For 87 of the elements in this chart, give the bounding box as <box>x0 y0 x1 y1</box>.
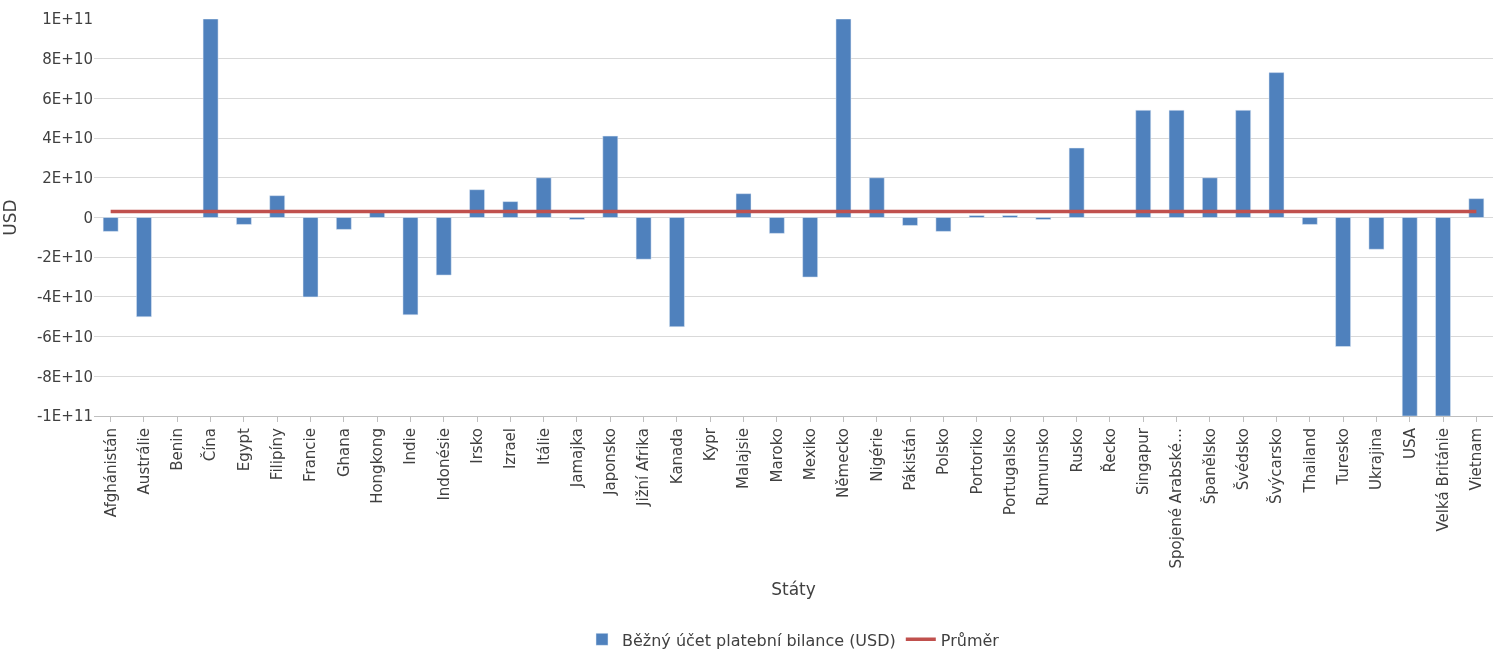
x-tick-label: Polsko <box>934 428 953 475</box>
x-tick-label: Rumunsko <box>1034 428 1053 507</box>
bar <box>1135 110 1151 218</box>
y-tick-label: 8E+10 <box>42 49 93 68</box>
x-tick-label: USA <box>1400 427 1419 460</box>
x-tick-label: Jamajka <box>567 428 586 489</box>
x-tick-label: Ghana <box>334 428 353 478</box>
x-tick-label: Kanada <box>667 428 686 485</box>
bar <box>202 19 219 218</box>
x-tick-label: Francie <box>301 428 320 483</box>
x-tick-label: Čína <box>200 428 220 462</box>
y-tick-label: 0 <box>83 208 93 227</box>
x-tick-label: Izrael <box>501 428 520 470</box>
x-tick-label: Rusko <box>1067 428 1086 473</box>
bar <box>1268 72 1285 218</box>
x-tick-label: Thailand <box>1300 428 1319 494</box>
bar <box>669 217 685 327</box>
x-tick-label: Austrálie <box>134 428 153 495</box>
x-tick-label: Indonésie <box>434 428 453 501</box>
x-tick-label: Řecko <box>1099 428 1119 473</box>
bar <box>302 217 319 298</box>
bar <box>602 135 619 218</box>
y-axis-title: USD <box>0 199 21 236</box>
x-tick-label: Maroko <box>767 428 786 483</box>
x-tick-label: Japonsko <box>601 428 620 496</box>
x-tick-label: Portugalsko <box>1000 428 1019 516</box>
x-tick-label: Afghánistán <box>101 428 120 518</box>
x-tick-label: Pákistán <box>900 428 919 491</box>
x-tick-label: Španělsko <box>1199 428 1219 505</box>
y-tick-label: 2E+10 <box>42 169 93 188</box>
y-tick-label: -6E+10 <box>36 327 93 346</box>
bar <box>835 19 852 218</box>
x-tick-label: Itálie <box>534 428 553 466</box>
x-tick-label: Švýcarsko <box>1266 428 1286 505</box>
x-tick-label: Německo <box>834 428 853 498</box>
x-tick-label: Spojené Arabské… <box>1167 428 1186 569</box>
bar <box>1435 217 1451 416</box>
legend-label: Běžný účet platební bilance (USD) <box>622 630 896 650</box>
x-tick-label: Singapur <box>1134 427 1153 496</box>
bar <box>769 217 785 234</box>
bar <box>336 217 352 230</box>
bar <box>236 217 252 225</box>
bar <box>1168 110 1185 218</box>
y-tick-label: 4E+10 <box>42 129 93 148</box>
bar <box>902 217 918 226</box>
bar <box>1368 217 1385 250</box>
x-tick-label: Malajsie <box>734 428 753 489</box>
x-tick-label: Mexiko <box>801 428 820 481</box>
bar <box>1468 198 1485 218</box>
bar <box>136 217 152 317</box>
y-tick-label: -8E+10 <box>36 367 93 386</box>
x-tick-label: Hongkong <box>368 428 387 504</box>
bar <box>1401 217 1418 416</box>
y-tick-label: 6E+10 <box>42 89 93 108</box>
x-axis-title: Státy <box>771 578 816 599</box>
bar <box>402 217 419 316</box>
y-tick-label: -4E+10 <box>36 288 93 307</box>
x-tick-label: Egypt <box>234 427 253 472</box>
bar <box>1202 177 1218 218</box>
bar <box>1235 110 1251 218</box>
bar <box>535 177 552 218</box>
x-tick-label: Turesko <box>1333 428 1352 486</box>
x-tick-label: Benin <box>168 428 187 471</box>
y-tick-label: -2E+10 <box>36 248 93 267</box>
y-tick-label: -1E+11 <box>36 407 93 426</box>
bar <box>935 217 952 232</box>
x-tick-label: Irsko <box>467 428 486 464</box>
bar <box>1335 217 1351 347</box>
x-tick-label: Vietnam <box>1467 428 1486 491</box>
x-tick-label: Švédsko <box>1233 428 1253 491</box>
x-tick-label: Filipíny <box>268 427 287 481</box>
x-tick-label: Indie <box>401 428 420 465</box>
x-tick-label: Velká Británie <box>1433 428 1452 532</box>
bar <box>436 217 452 276</box>
x-tick-label: Kypr <box>701 427 720 462</box>
x-tick-label: Portoriko <box>967 428 986 495</box>
legend-label: Průměr <box>940 630 1000 650</box>
x-tick-label: Jižní Afrika <box>634 428 653 507</box>
y-tick-label: 1E+11 <box>42 10 93 29</box>
bar <box>1302 217 1318 225</box>
x-tick-label: Nigérie <box>867 428 886 482</box>
bar <box>102 217 119 232</box>
bar <box>869 177 885 218</box>
bar <box>1068 147 1085 218</box>
bar <box>635 217 652 260</box>
bar <box>802 217 818 278</box>
x-tick-label: Ukrajina <box>1367 428 1386 491</box>
